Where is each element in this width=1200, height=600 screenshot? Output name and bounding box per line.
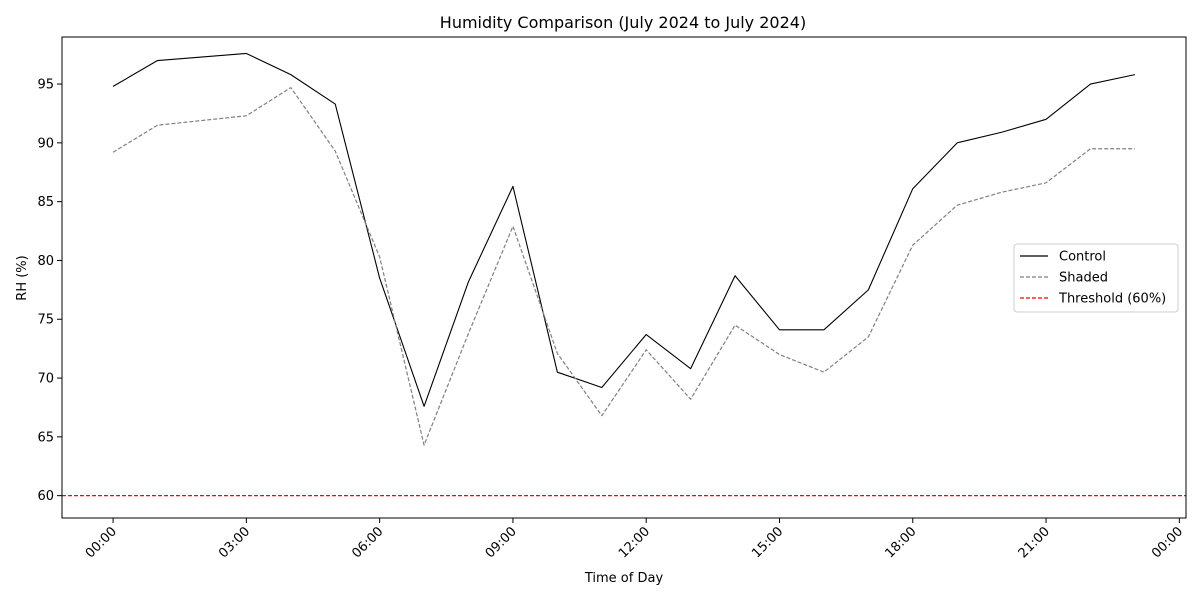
x-tick-label: 21:00 (1016, 524, 1053, 561)
x-tick-label: 06:00 (349, 524, 386, 561)
x-axis-label: Time of Day (584, 571, 664, 586)
x-tick-label: 09:00 (483, 524, 520, 561)
x-tick-label: 15:00 (749, 524, 786, 561)
legend: Control Shaded Threshold (60%) (1013, 243, 1179, 313)
legend-label: Shaded (1059, 271, 1108, 286)
series-line-shaded (112, 86, 1135, 446)
x-tick-label: 18:00 (883, 524, 920, 561)
y-tick-label: 95 (37, 78, 54, 93)
y-tick-label: 70 (37, 372, 54, 387)
y-tick-label: 80 (37, 254, 54, 269)
y-tick-label: 85 (37, 195, 54, 210)
x-tick-label: 00:00 (83, 524, 120, 561)
y-tick-label: 75 (37, 313, 54, 328)
legend-label: Threshold (60%) (1058, 292, 1166, 307)
y-tick-label: 65 (37, 430, 54, 445)
x-tick-label: 12:00 (616, 524, 653, 561)
y-tick-label: 90 (37, 136, 54, 151)
x-tick-label: 03:00 (216, 524, 253, 561)
y-tick-label: 60 (37, 489, 54, 504)
legend-label: Control (1059, 250, 1106, 265)
x-tick-label: 00:00 (1149, 524, 1186, 561)
series-line-control (112, 52, 1136, 407)
chart-title: Humidity Comparison (July 2024 to July 2… (440, 13, 806, 32)
plot-frame (61, 36, 1187, 519)
y-axis-label: RH (%) (15, 255, 30, 300)
legend-box (1013, 243, 1179, 313)
